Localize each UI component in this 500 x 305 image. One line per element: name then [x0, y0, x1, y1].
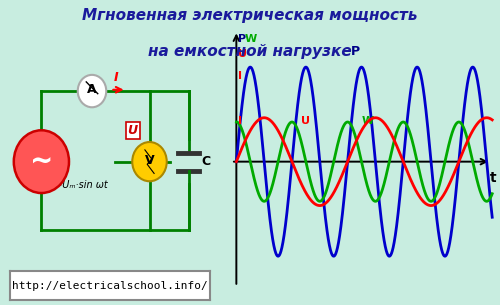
Text: U: U [238, 49, 246, 59]
Text: ~: ~ [30, 148, 53, 176]
Text: http://electricalschool.info/: http://electricalschool.info/ [12, 281, 208, 291]
Circle shape [132, 142, 167, 181]
Circle shape [14, 130, 69, 193]
Text: на емкостной нагрузке: на емкостной нагрузке [148, 44, 352, 59]
Circle shape [78, 75, 106, 107]
Text: I: I [114, 71, 118, 84]
Text: W: W [244, 34, 256, 44]
Text: u=Uₘ·sin ωt: u=Uₘ·sin ωt [48, 180, 108, 190]
Text: U: U [128, 124, 138, 137]
Text: C: C [201, 155, 210, 168]
Text: W: W [362, 116, 374, 126]
Text: U: U [301, 116, 310, 126]
Text: I: I [238, 116, 242, 126]
Text: V: V [144, 154, 154, 167]
Text: P: P [238, 34, 246, 44]
Text: P: P [350, 45, 360, 58]
Text: Мгновенная электрическая мощность: Мгновенная электрическая мощность [82, 8, 418, 23]
Text: t: t [490, 171, 496, 185]
Text: I: I [238, 71, 242, 81]
Text: A: A [87, 83, 97, 96]
